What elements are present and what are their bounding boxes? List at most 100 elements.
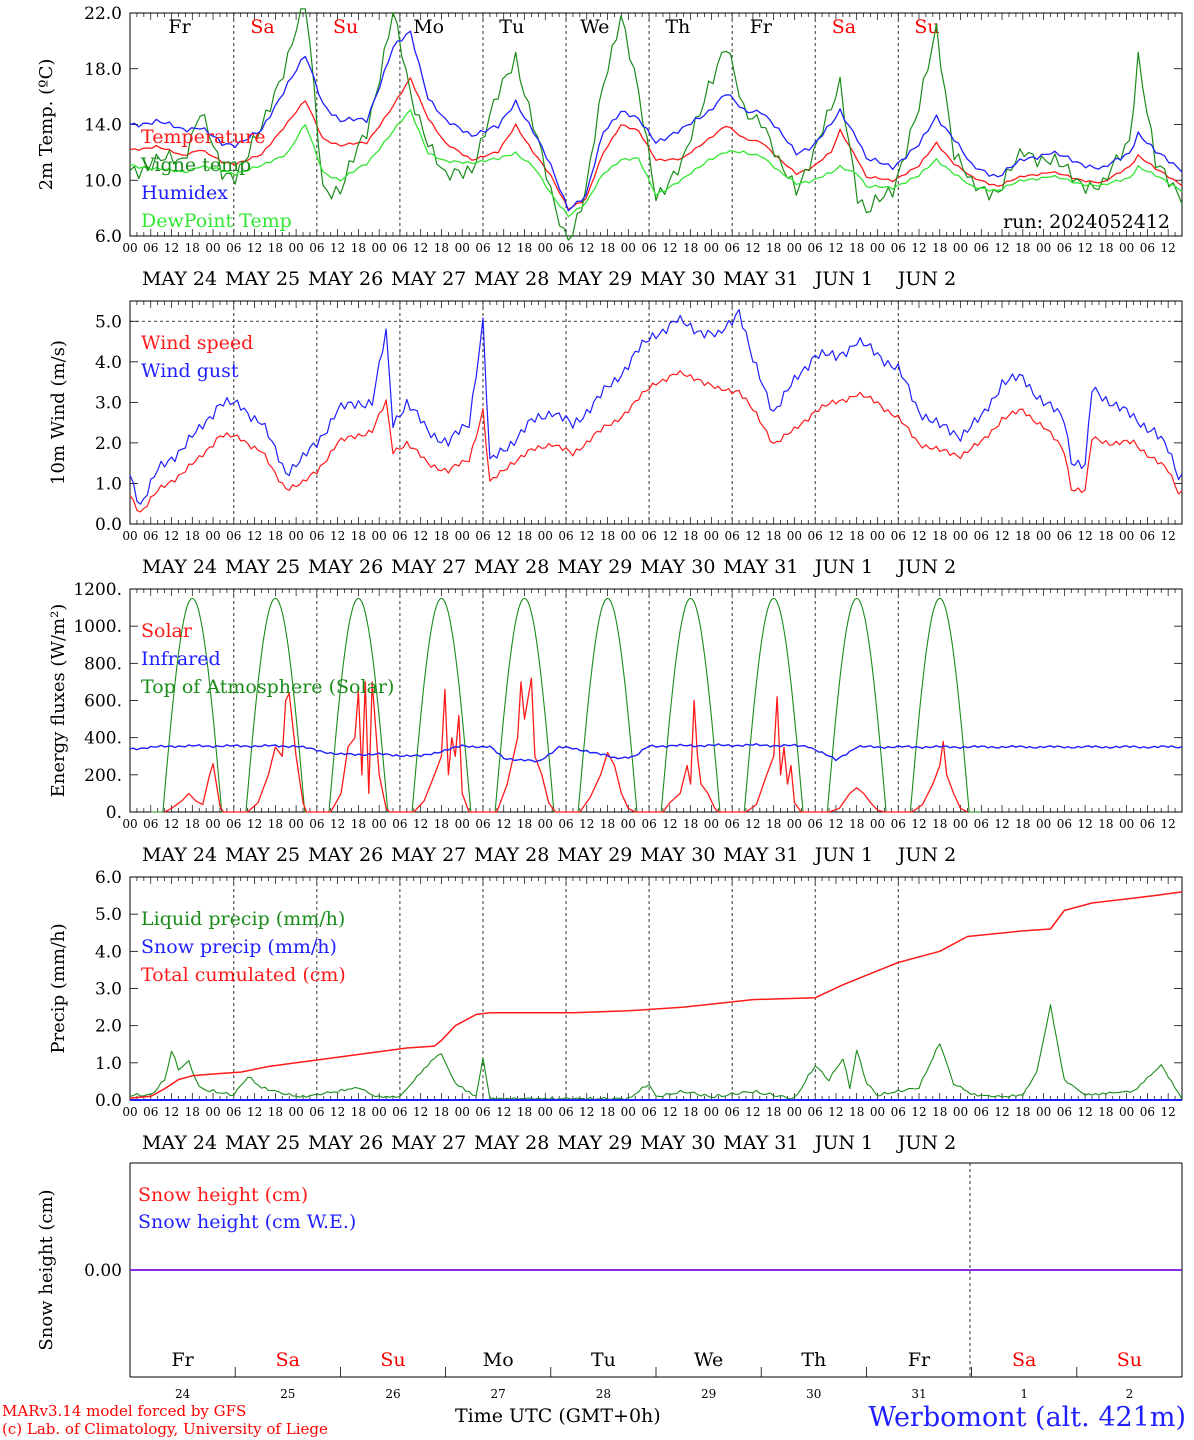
legend-vigne: Vigne temp <box>140 154 251 176</box>
hour-label: 00 <box>205 529 220 543</box>
day-abbr-label: Fr <box>750 16 773 38</box>
y-tick-label: 4.0 <box>95 353 122 373</box>
hour-label: 00 <box>704 529 719 543</box>
hour-label: 00 <box>787 529 802 543</box>
date-label: MAY 25 <box>225 844 300 866</box>
legend-snow-0: Snow height (cm) <box>138 1184 308 1206</box>
hour-label: 00 <box>1036 817 1051 831</box>
hour-label: 18 <box>434 529 449 543</box>
date-label: MAY 24 <box>142 844 217 866</box>
series-line-cumulated <box>129 891 1183 1099</box>
hour-label: 06 <box>226 241 241 255</box>
date-label: MAY 27 <box>391 268 466 290</box>
hour-label: 00 <box>538 1105 553 1119</box>
hour-label: 12 <box>579 241 594 255</box>
day-abbr-label: Th <box>801 1349 826 1371</box>
hour-label: 18 <box>517 241 532 255</box>
hour-label: 00 <box>1036 241 1051 255</box>
hour-label: 18 <box>766 1105 781 1119</box>
hour-label: 18 <box>932 1105 947 1119</box>
hour-label: 12 <box>330 817 345 831</box>
y-tick-label: 200. <box>84 766 122 786</box>
hour-label: 18 <box>766 241 781 255</box>
y-tick-label: 400. <box>84 729 122 749</box>
y-tick-label: 4.0 <box>95 942 122 962</box>
hour-label: 06 <box>724 529 739 543</box>
date-label: MAY 27 <box>391 556 466 578</box>
y-tick-label: 2.0 <box>95 1017 122 1037</box>
hour-label: 00 <box>1119 529 1134 543</box>
date-label: MAY 25 <box>225 268 300 290</box>
hour-label: 18 <box>932 817 947 831</box>
day-abbr-label: Su <box>914 16 939 38</box>
hour-label: 06 <box>226 529 241 543</box>
hour-label: 18 <box>434 1105 449 1119</box>
date-label: MAY 25 <box>225 556 300 578</box>
day-number-label: 1 <box>1020 1387 1028 1401</box>
day-abbr-label: Fr <box>171 1349 194 1371</box>
date-label: JUN 1 <box>813 556 873 578</box>
hour-label: 00 <box>1036 1105 1051 1119</box>
date-label: JUN 1 <box>813 844 873 866</box>
hour-label: 06 <box>974 1105 989 1119</box>
day-number-label: 27 <box>491 1387 506 1401</box>
date-label: JUN 2 <box>896 556 956 578</box>
hour-label: 06 <box>558 1105 573 1119</box>
hour-label: 06 <box>1140 241 1155 255</box>
run-label: run: 2024052412 <box>1003 211 1170 233</box>
day-abbr-label: Fr <box>168 16 191 38</box>
hour-label: 00 <box>621 817 636 831</box>
hour-label: 12 <box>994 817 1009 831</box>
hour-label: 00 <box>372 1105 387 1119</box>
hour-label: 00 <box>372 241 387 255</box>
date-label: JUN 1 <box>813 268 873 290</box>
hour-label: 00 <box>953 529 968 543</box>
lab-credit: (c) Lab. of Climatology, University of L… <box>2 1420 328 1438</box>
hour-label: 00 <box>953 1105 968 1119</box>
site-label: Werbomont (alt. 421m) <box>868 1402 1186 1433</box>
hour-label: 18 <box>766 817 781 831</box>
legend-gust: Wind gust <box>141 360 239 382</box>
y-tick-label: 10.0 <box>84 171 122 191</box>
hour-label: 06 <box>309 1105 324 1119</box>
hour-label: 12 <box>579 529 594 543</box>
y-tick-label: 1000. <box>73 617 122 637</box>
hour-label: 18 <box>683 241 698 255</box>
y-tick-label: 600. <box>84 692 122 712</box>
hour-label: 06 <box>724 241 739 255</box>
hour-label: 18 <box>351 1105 366 1119</box>
hour-label: 12 <box>911 241 926 255</box>
y-tick-label: 18.0 <box>84 60 122 80</box>
date-label: MAY 28 <box>474 1132 549 1154</box>
date-label: MAY 31 <box>723 844 798 866</box>
date-label: MAY 30 <box>640 268 715 290</box>
hour-label: 18 <box>1015 241 1030 255</box>
hour-label: 12 <box>247 529 262 543</box>
hour-label: 18 <box>600 1105 615 1119</box>
day-abbr-label: We <box>580 16 609 38</box>
y-tick-label: 3.0 <box>95 393 122 413</box>
hour-label: 06 <box>1140 817 1155 831</box>
hour-label: 12 <box>1077 241 1092 255</box>
day-abbr-label: Sa <box>250 16 274 38</box>
hour-label: 00 <box>1036 529 1051 543</box>
hour-label: 12 <box>164 241 179 255</box>
date-label: MAY 31 <box>723 268 798 290</box>
hour-label: 00 <box>288 241 303 255</box>
hour-label: 12 <box>911 1105 926 1119</box>
hour-label: 00 <box>455 241 470 255</box>
hour-label: 00 <box>870 529 885 543</box>
hour-label: 00 <box>538 817 553 831</box>
hour-label: 18 <box>185 241 200 255</box>
y-tick-label: 0.0 <box>95 1091 122 1111</box>
hour-label: 18 <box>268 529 283 543</box>
plot-frame <box>129 588 1183 813</box>
date-label: JUN 2 <box>896 844 956 866</box>
date-label: MAY 28 <box>474 268 549 290</box>
hour-label: 18 <box>849 1105 864 1119</box>
legend-snow-1: Snow height (cm W.E.) <box>138 1211 356 1233</box>
hour-label: 00 <box>205 241 220 255</box>
y-tick-label: 14.0 <box>84 116 122 136</box>
hour-label: 18 <box>932 529 947 543</box>
